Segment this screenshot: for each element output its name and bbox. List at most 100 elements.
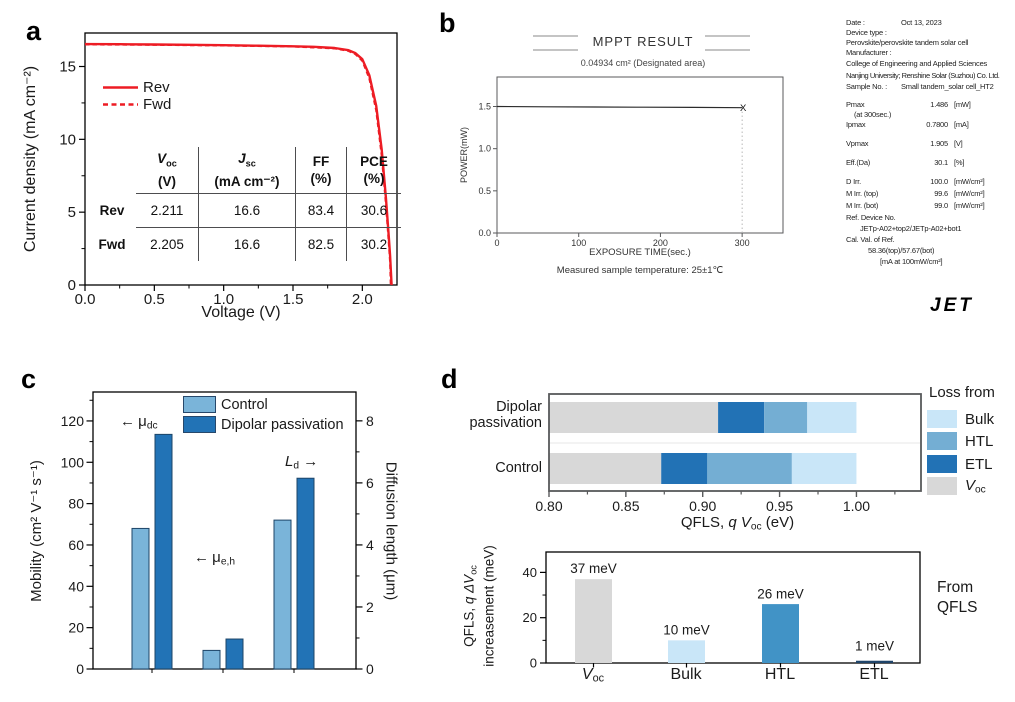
panel-a-y-axis-title: Current density (mA cm⁻²) <box>22 65 39 253</box>
ff-unit: (%) <box>310 171 332 186</box>
x-tick-label: 0.90 <box>689 498 716 514</box>
increase-plot-frame <box>545 551 921 664</box>
left-tick-label: 120 <box>61 413 85 429</box>
bar-dipolar-L_d <box>296 477 315 670</box>
x-tick-label: 0.95 <box>766 498 793 514</box>
x-tick-label: 300 <box>735 238 750 248</box>
mobility-plot-frame <box>92 391 357 670</box>
segment-voc-row0 <box>549 402 719 433</box>
bar-dipolar-mu_dc <box>154 433 173 670</box>
left-tick-label: 40 <box>68 578 84 594</box>
mppt-footnote: Measured sample temperature: 25±1℃ <box>556 265 724 276</box>
x-tick-label: 100 <box>571 238 586 248</box>
info-value: 30.1 <box>934 158 948 167</box>
left-tick-label: 0 <box>76 661 84 677</box>
info-unit: [mW/cm²] <box>954 177 985 186</box>
bulk-swatch <box>927 410 957 428</box>
info-unit: [%] <box>954 158 965 167</box>
info-value: Oct 13, 2023 <box>901 18 942 27</box>
y-tick-label: 15 <box>59 59 76 76</box>
row-label-dipolar-line2: passivation <box>469 415 542 431</box>
rev-ff: 83.4 <box>295 193 347 228</box>
segment-bulk-row1 <box>791 453 857 484</box>
mobility-y-axis-title: Mobility (cm² V⁻¹ s⁻¹) <box>28 460 45 602</box>
col-header-pce: PCE (%) <box>346 147 401 194</box>
category-voc: Voc <box>558 666 628 685</box>
jet-logo: JET <box>930 295 974 316</box>
info-value: 100.0 <box>930 177 948 186</box>
jsc-subscript: sc <box>245 158 256 169</box>
category-etl: ETL <box>859 666 889 683</box>
right-tick-label: 4 <box>366 537 374 553</box>
annotation-mu-eh: ← μe,h <box>194 549 235 567</box>
legend-bulk-label: Bulk <box>965 410 995 428</box>
y-title-sub: oc <box>468 565 479 575</box>
bar-control-mu_e,h <box>202 649 221 670</box>
left-arrow-icon: ← <box>120 413 135 430</box>
legend-etl-label: ETL <box>965 455 993 473</box>
segment-etl-row0 <box>718 402 765 433</box>
y-tick-label: 1.5 <box>478 102 491 112</box>
row-label-control: Control <box>495 460 542 476</box>
y-tick-label: 0 <box>530 656 537 671</box>
y-tick-label: 20 <box>523 610 537 625</box>
x-tick-label: 1.0 <box>213 291 234 308</box>
info-unit: [mW] <box>954 100 971 109</box>
legend-bulk: Bulk <box>927 410 994 428</box>
legend-voc-sub: oc <box>975 484 986 496</box>
voc-unit: (V) <box>158 173 176 189</box>
jsc-unit: (mA cm⁻²) <box>214 173 280 189</box>
info-value: 1.905 <box>930 139 948 148</box>
rev-voc: 2.211 <box>136 193 199 228</box>
panel-a-legend-fwd: Fwd <box>143 96 172 113</box>
increase-bar-voc <box>575 579 612 663</box>
mu-eh-symbol: μ <box>212 549 221 566</box>
row-label-fwd: Fwd <box>98 236 126 252</box>
etl-swatch <box>927 455 957 473</box>
note-line1: From <box>937 579 974 596</box>
left-tick-label: 100 <box>61 454 85 470</box>
legend-htl: HTL <box>927 432 993 450</box>
annotation-ld: Ld → <box>285 453 318 471</box>
end-x-marker: X <box>740 103 747 114</box>
cat-voc-sub: oc <box>592 672 605 685</box>
x-tick-label: 1.00 <box>843 498 870 514</box>
mu-dc-subscript: dc <box>146 420 158 432</box>
mppt-x-axis-title: EXPOSURE TIME(sec.) <box>589 247 691 258</box>
x-tick-label: 0.85 <box>612 498 639 514</box>
segment-bulk-row0 <box>807 402 857 433</box>
right-arrow-icon: → <box>303 453 318 470</box>
ff-symbol: FF <box>312 154 330 169</box>
annotation-mu-dc: ← μdc <box>120 413 158 431</box>
info-label: (at 300sec.) <box>854 110 892 119</box>
info-unit: [mW/cm²] <box>954 201 985 210</box>
y-tick-label: 1.0 <box>478 144 491 154</box>
col-header-voc: Voc (V) <box>136 147 199 194</box>
x-tick-label: 0 <box>494 238 499 248</box>
mppt-subtitle: 0.04934 cm² (Designated area) <box>580 58 706 68</box>
increase-bar-etl <box>856 660 893 663</box>
info-label: Manufacturer : <box>846 48 892 57</box>
legend-voc: Voc <box>927 477 986 495</box>
jv-metrics-table: Voc (V) Jsc (mA cm⁻²) FF (%) PCE (%) Rev… <box>88 147 401 261</box>
y-title-line2: increasement (meV) <box>481 545 497 667</box>
panel-b-label: b <box>439 8 456 38</box>
y-tick-label: 0.0 <box>478 228 491 238</box>
info-value: 99.0 <box>934 201 948 210</box>
qfls-increase-y-title: QFLS, q ΔVoc increasement (meV) <box>461 545 496 667</box>
increase-bar-htl <box>762 604 799 663</box>
info-label: Sample No. : <box>846 82 887 91</box>
x-tick-label: 1.5 <box>283 291 304 308</box>
dipolar-swatch <box>183 416 216 433</box>
info-label: Cal. Val. of Ref. <box>846 235 895 244</box>
info-label: Eff.(Da) <box>846 158 871 167</box>
info-label: Ref. Device No. <box>846 213 896 222</box>
info-label: Ipmax <box>846 120 866 129</box>
info-value: 99.6 <box>934 189 948 198</box>
table-row: Rev 2.211 16.6 83.4 30.6 <box>88 193 401 228</box>
y-title-italic: q ΔV <box>461 574 477 605</box>
category-bulk: Bulk <box>670 666 702 683</box>
info-label: Date : <box>846 18 865 27</box>
legend-htl-label: HTL <box>965 432 994 450</box>
